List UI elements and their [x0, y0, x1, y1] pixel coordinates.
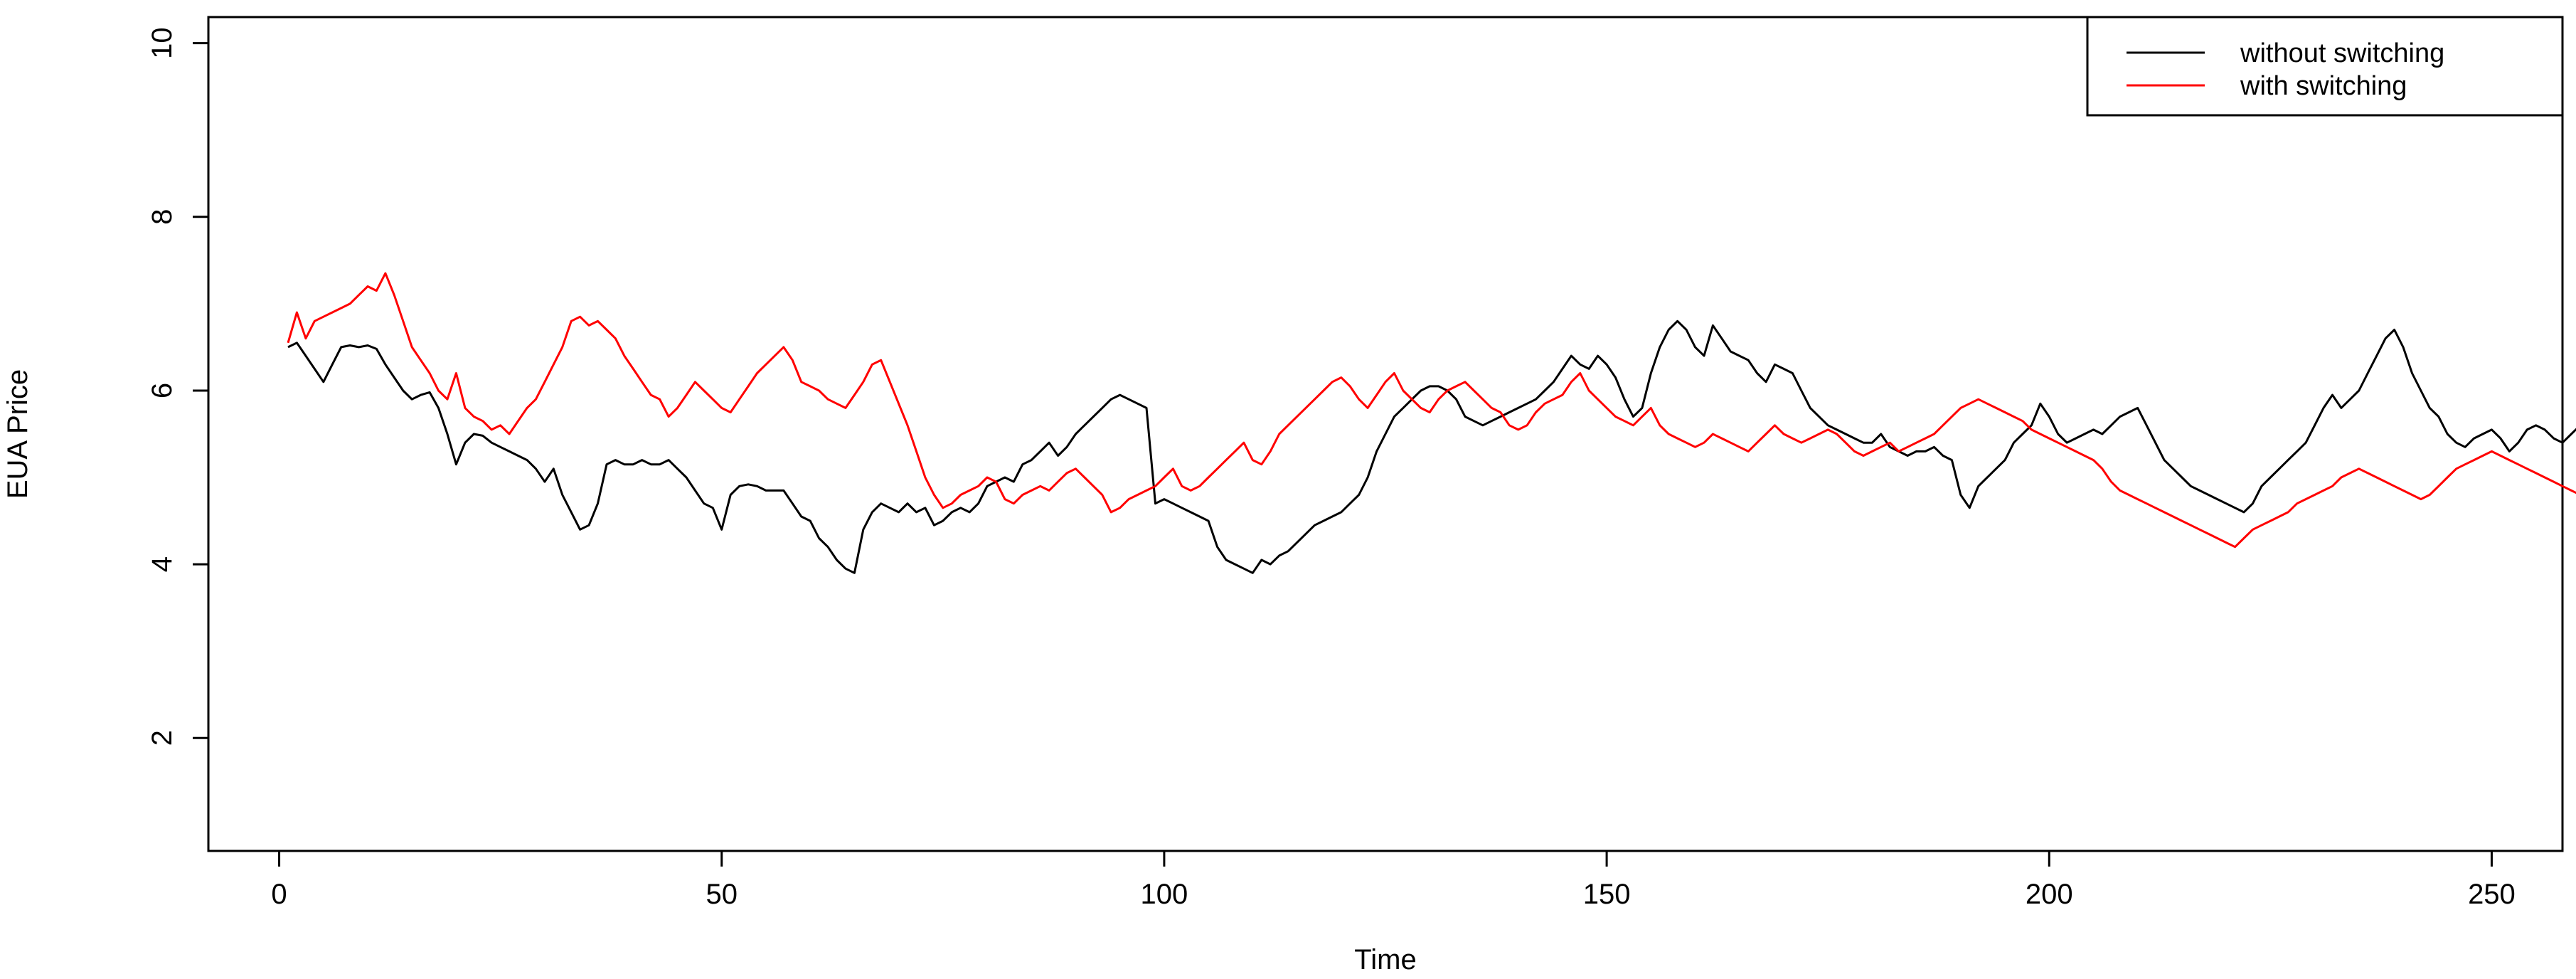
legend-label: with switching — [2240, 71, 2407, 101]
x-axis-title: Time — [1354, 944, 1416, 975]
x-axis: 0 50 100 150 200 250 — [271, 850, 2516, 910]
series-line-1 — [287, 319, 2576, 574]
x-tick-label: 150 — [1583, 879, 1631, 910]
series-line-2 — [287, 272, 2576, 549]
series-layer — [287, 272, 2576, 574]
x-tick-label: 250 — [2468, 879, 2516, 910]
y-tick-label: 4 — [147, 556, 178, 572]
y-tick-label: 2 — [147, 730, 178, 746]
y-tick-label: 8 — [147, 209, 178, 225]
y-tick-label: 6 — [147, 383, 178, 398]
x-tick-label: 50 — [706, 879, 738, 910]
x-tick-label: 0 — [271, 879, 287, 910]
y-axis: 2 4 6 8 10 — [147, 27, 210, 746]
legend-label: without switching — [2240, 38, 2444, 68]
y-tick-label: 10 — [147, 27, 178, 59]
x-tick-label: 100 — [1141, 879, 1188, 910]
legend-box — [2086, 16, 2564, 117]
y-axis-title: EUA Price — [2, 369, 33, 499]
x-tick-label: 200 — [2026, 879, 2073, 910]
